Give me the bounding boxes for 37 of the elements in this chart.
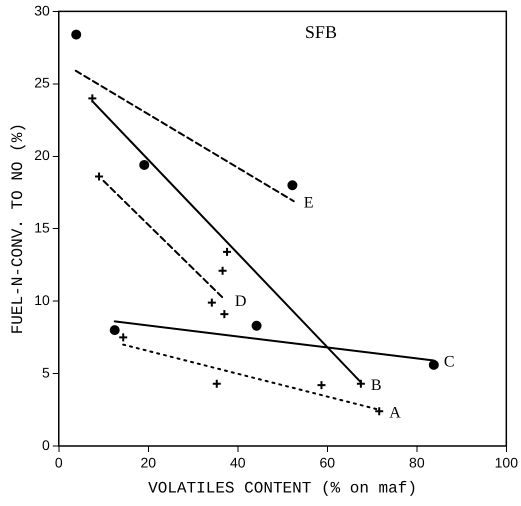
point <box>219 309 230 320</box>
point <box>218 266 228 276</box>
x-tick-label: 100 <box>494 454 518 470</box>
x-axis-title: VOLATILES CONTENT (% on maf) <box>148 480 417 498</box>
point <box>212 378 222 389</box>
point <box>428 360 439 370</box>
x-tick-label: 40 <box>230 454 246 470</box>
annotation: D <box>234 292 246 310</box>
point <box>356 378 366 389</box>
point <box>94 172 104 182</box>
point <box>206 298 217 308</box>
y-tick-label: 10 <box>34 292 50 308</box>
y-tick-label: 25 <box>34 74 50 91</box>
y-axis-title: FUEL-N-CONV. TO NO (%) <box>8 123 27 334</box>
annotation: E <box>304 194 314 212</box>
x-tick-label: 80 <box>409 454 425 470</box>
annotation: A <box>389 404 402 422</box>
annotation: B <box>370 376 382 394</box>
point <box>139 160 150 170</box>
y-tick-label: 5 <box>42 364 50 380</box>
point <box>222 246 232 257</box>
y-tick-label: 15 <box>34 220 50 236</box>
y-tick-label: 30 <box>34 2 50 18</box>
point <box>287 180 298 190</box>
point <box>374 406 384 416</box>
y-tick-label: 0 <box>42 436 50 453</box>
annotation: SFB <box>304 22 337 42</box>
point <box>118 332 128 342</box>
point <box>71 30 82 40</box>
y-tick-label: 20 <box>34 147 50 164</box>
point <box>316 380 326 390</box>
x-tick-label: 20 <box>140 454 156 470</box>
x-tick-label: 0 <box>54 454 63 470</box>
annotation: C <box>444 354 454 371</box>
point <box>110 325 120 336</box>
point <box>252 320 262 331</box>
x-tick-label: 60 <box>320 454 336 470</box>
